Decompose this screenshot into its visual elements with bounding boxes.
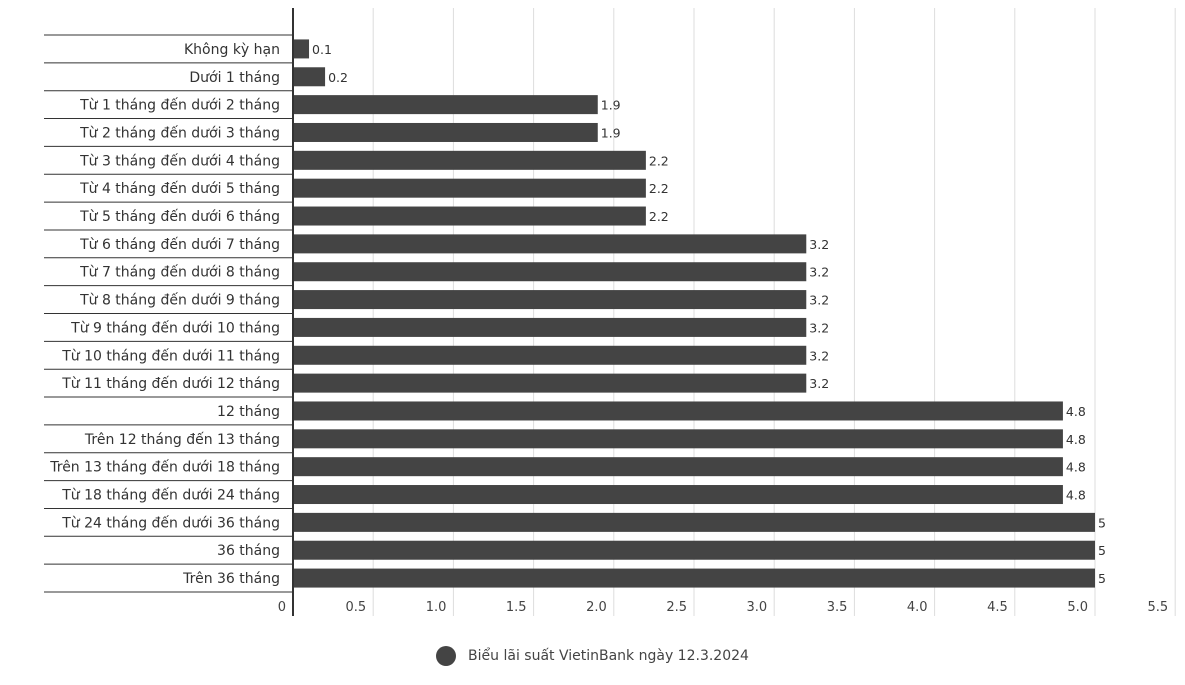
value-label: 2.2 <box>649 181 669 196</box>
value-label: 3.2 <box>809 376 829 391</box>
x-tick-label: 0.5 <box>346 600 367 615</box>
category-label: Từ 9 tháng đến dưới 10 tháng <box>70 319 280 336</box>
value-label: 3.2 <box>809 293 829 308</box>
category-label: Từ 10 tháng đến dưới 11 tháng <box>61 347 280 364</box>
bar <box>293 95 598 115</box>
value-label: 2.2 <box>649 153 669 168</box>
bar <box>293 122 598 142</box>
bar <box>293 429 1063 449</box>
x-tick-label: 2.0 <box>586 600 607 615</box>
x-tick-label: 1.5 <box>506 600 527 615</box>
category-label: Từ 7 tháng đến dưới 8 tháng <box>79 264 280 281</box>
bar <box>293 540 1095 560</box>
bar <box>293 150 646 170</box>
value-label: 1.9 <box>601 125 621 140</box>
value-label: 4.8 <box>1066 460 1086 475</box>
x-tick-label: 5.0 <box>1067 600 1088 615</box>
value-label: 4.8 <box>1066 488 1086 503</box>
bar <box>293 345 807 365</box>
category-label: Từ 5 tháng đến dưới 6 tháng <box>79 208 280 225</box>
legend-swatch <box>436 646 457 666</box>
value-label: 3.2 <box>809 320 829 335</box>
category-label: Trên 36 tháng <box>182 571 280 587</box>
value-label: 2.2 <box>649 209 669 224</box>
bar <box>293 457 1063 477</box>
category-label: Từ 4 tháng đến dưới 5 tháng <box>79 180 280 197</box>
legend-label: Biểu lãi suất VietinBank ngày 12.3.2024 <box>468 648 749 664</box>
category-label: Trên 12 tháng đến 13 tháng <box>84 431 280 448</box>
bar <box>293 178 646 198</box>
x-tick-label: 4.0 <box>907 600 928 615</box>
x-tick-label: 4.5 <box>987 600 1008 615</box>
bar <box>293 568 1095 588</box>
category-label: Dưới 1 tháng <box>189 70 280 86</box>
category-label: Từ 6 tháng đến dưới 7 tháng <box>79 236 280 253</box>
bar <box>293 206 646 226</box>
category-label: Không kỳ hạn <box>184 42 280 58</box>
bar <box>293 317 807 337</box>
category-label: Từ 2 tháng đến dưới 3 tháng <box>79 124 280 141</box>
value-label: 5 <box>1098 543 1106 558</box>
category-label: Trên 13 tháng đến dưới 18 tháng <box>49 459 280 476</box>
x-tick-label: 2.5 <box>666 600 687 615</box>
x-tick-label: 3.0 <box>747 600 768 615</box>
value-label: 0.1 <box>312 42 332 57</box>
x-tick-label: 3.5 <box>827 600 848 615</box>
category-label: Từ 18 tháng đến dưới 24 tháng <box>61 487 280 504</box>
category-label: Từ 11 tháng đến dưới 12 tháng <box>61 375 280 392</box>
bar <box>293 512 1095 532</box>
value-label: 5 <box>1098 571 1106 586</box>
bar <box>293 262 807 282</box>
value-label: 3.2 <box>809 348 829 363</box>
category-label: Từ 1 tháng đến dưới 2 tháng <box>79 97 280 114</box>
bar <box>293 401 1063 421</box>
bar <box>293 67 326 87</box>
x-tick-label: 5.5 <box>1148 600 1169 615</box>
bar <box>293 39 310 59</box>
category-label: 36 tháng <box>217 543 280 559</box>
bar <box>293 485 1063 505</box>
value-label: 5 <box>1098 515 1106 530</box>
value-label: 0.2 <box>328 70 348 85</box>
category-label: 12 tháng <box>217 404 280 420</box>
bar <box>293 290 807 310</box>
x-tick-label: 1.0 <box>426 600 447 615</box>
value-label: 4.8 <box>1066 432 1086 447</box>
category-label: Từ 24 tháng đến dưới 36 tháng <box>61 514 280 531</box>
x-tick-label: 0 <box>278 600 286 615</box>
value-label: 3.2 <box>809 265 829 280</box>
value-label: 1.9 <box>601 98 621 113</box>
category-label: Từ 3 tháng đến dưới 4 tháng <box>79 152 280 169</box>
bar <box>293 373 807 393</box>
bar-chart: Không kỳ hạn 0.1 Dưới 1 tháng 0.2 Từ 1 tháng… <box>44 8 1176 616</box>
value-label: 4.8 <box>1066 404 1086 419</box>
value-label: 3.2 <box>809 237 829 252</box>
chart-legend: Biểu lãi suất VietinBank ngày 12.3.2024 <box>0 646 1185 666</box>
bar <box>293 234 807 254</box>
category-label: Từ 8 tháng đến dưới 9 tháng <box>79 292 280 309</box>
